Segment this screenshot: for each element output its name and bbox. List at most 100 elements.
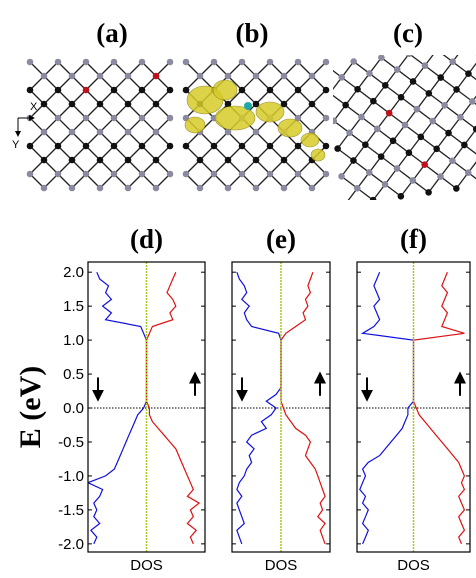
- lattice: [322, 40, 476, 208]
- panel-title: (d): [130, 224, 163, 254]
- atom: [111, 115, 118, 122]
- atom: [239, 59, 246, 66]
- y-tick-label: 2.0: [63, 264, 84, 281]
- atom: [111, 143, 118, 150]
- atom: [197, 157, 204, 164]
- atom: [167, 171, 174, 178]
- atom: [55, 87, 62, 94]
- atom: [323, 171, 330, 178]
- atom: [225, 185, 232, 192]
- atom: [323, 143, 330, 150]
- atom: [69, 101, 76, 108]
- atom: [267, 59, 274, 66]
- dos-plots: (d)DOSE (eV)-2.0-1.5-1.0-0.50.00.51.01.5…: [14, 224, 470, 574]
- atom: [281, 185, 288, 192]
- atom: [111, 87, 118, 94]
- atom: [27, 143, 34, 150]
- atom: [167, 143, 174, 150]
- atom: [153, 101, 160, 108]
- axes-indicator: X Y: [12, 101, 38, 151]
- atom: [139, 171, 146, 178]
- atom: [55, 143, 62, 150]
- atom: [342, 200, 349, 207]
- atom: [41, 101, 48, 108]
- atom: [295, 87, 302, 94]
- axis-x-label: X: [30, 101, 38, 113]
- panel-label: (a): [96, 18, 127, 48]
- density-blob: [185, 117, 205, 133]
- page: {"structures":{"labels":["(a)","(b)","(c…: [0, 0, 476, 578]
- panel-label: (c): [393, 18, 423, 48]
- atom: [125, 157, 132, 164]
- atom: [183, 171, 190, 178]
- y-tick-label: 0.0: [63, 400, 84, 417]
- dos-curve: [88, 272, 147, 544]
- atom: [225, 157, 232, 164]
- atom: [253, 129, 260, 136]
- density-blob: [311, 149, 325, 161]
- atom: [97, 101, 104, 108]
- atom: [309, 185, 316, 192]
- atom: [323, 59, 330, 66]
- atom: [167, 59, 174, 66]
- atom: [27, 171, 34, 178]
- atom: [323, 87, 330, 94]
- lattice: [27, 59, 174, 192]
- atom: [97, 185, 104, 192]
- atom: [41, 157, 48, 164]
- atom: [139, 115, 146, 122]
- y-tick-label: -0.5: [58, 434, 84, 451]
- atom: [167, 115, 174, 122]
- defect-atom: [244, 102, 252, 110]
- atom: [97, 157, 104, 164]
- atom: [69, 185, 76, 192]
- atom: [211, 171, 218, 178]
- atom: [125, 101, 132, 108]
- atom: [295, 59, 302, 66]
- structure-c: [322, 40, 476, 208]
- atom: [97, 129, 104, 136]
- atom: [153, 129, 160, 136]
- atom: [211, 143, 218, 150]
- atom: [183, 59, 190, 66]
- x-axis-label: DOS: [397, 557, 430, 574]
- atom: [97, 73, 104, 80]
- panel-title: (f): [400, 224, 427, 254]
- atom: [309, 73, 316, 80]
- dos-curve: [281, 272, 325, 544]
- atom: [183, 87, 190, 94]
- atom: [69, 129, 76, 136]
- y-tick-label: -1.5: [58, 502, 84, 519]
- atom: [41, 73, 48, 80]
- atom: [239, 171, 246, 178]
- y-tick-label: 1.0: [63, 332, 84, 349]
- density-blob: [301, 133, 319, 147]
- atom: [83, 59, 90, 66]
- atom: [69, 157, 76, 164]
- y-tick-label: 0.5: [63, 366, 84, 383]
- atom: [55, 171, 62, 178]
- x-axis-label: DOS: [265, 557, 298, 574]
- atom: [139, 143, 146, 150]
- axis-y-label: Y: [12, 139, 20, 151]
- atom: [167, 87, 174, 94]
- y-tick-label: -1.0: [58, 468, 84, 485]
- dos-panel: (d)DOSE (eV)-2.0-1.5-1.0-0.50.00.51.01.5…: [14, 224, 205, 574]
- atom: [83, 171, 90, 178]
- atom: [153, 185, 160, 192]
- atom: [281, 157, 288, 164]
- atom: [253, 157, 260, 164]
- atom: [253, 73, 260, 80]
- atom: [253, 185, 260, 192]
- density-blob: [256, 102, 284, 122]
- atom: [153, 157, 160, 164]
- atom: [111, 59, 118, 66]
- atom: [125, 129, 132, 136]
- atom: [125, 73, 132, 80]
- atom: [295, 143, 302, 150]
- atom: [41, 129, 48, 136]
- atom: [281, 73, 288, 80]
- atom: [239, 87, 246, 94]
- atom: [83, 143, 90, 150]
- atom: [211, 59, 218, 66]
